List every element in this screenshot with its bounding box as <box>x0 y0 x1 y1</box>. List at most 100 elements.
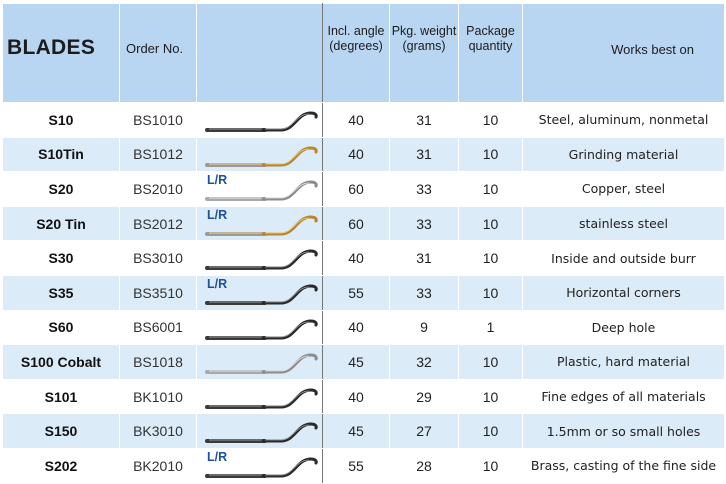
deburring-blade-icon <box>205 388 318 409</box>
image-header <box>196 3 323 103</box>
package-quantity: 10 <box>458 378 523 415</box>
blade-image-cell: L/R <box>196 447 323 484</box>
works-best-on: Fine edges of all materials <box>522 378 725 415</box>
order-number: BS1010 <box>119 102 197 138</box>
works-best-on: Steel, aluminum, nonmetal <box>522 102 725 138</box>
blade-image-cell <box>196 136 323 173</box>
package-quantity: 10 <box>458 205 523 242</box>
included-angle: 40 <box>322 240 390 276</box>
blade-image-cell <box>196 102 323 138</box>
table-row: S10Tin BS1012 40 31 10 Grinding material <box>2 136 725 173</box>
package-quantity: 10 <box>458 240 523 276</box>
blade-name: S30 <box>2 240 120 276</box>
included-angle: 55 <box>322 447 390 484</box>
included-angle: 45 <box>322 344 390 380</box>
angle-header-line1: Incl. angle <box>327 24 385 38</box>
package-quantity: 1 <box>458 309 523 346</box>
included-angle: 60 <box>322 171 390 207</box>
package-quantity: 10 <box>458 171 523 207</box>
table-row: S202 BK2010 L/R 55 28 10 Brass, casting of the… <box>2 447 725 484</box>
package-quantity: 10 <box>458 274 523 311</box>
included-angle: 40 <box>322 378 390 415</box>
blade-name: S10Tin <box>2 136 120 173</box>
blade-image-cell <box>196 344 323 380</box>
package-quantity: 10 <box>458 102 523 138</box>
deburring-blade-icon <box>205 284 318 305</box>
package-weight: 29 <box>389 378 459 415</box>
package-weight: 28 <box>389 447 459 484</box>
deburring-blade-icon <box>205 215 318 236</box>
order-number: BS3510 <box>119 274 197 311</box>
blade-name: S202 <box>2 447 120 484</box>
blade-name: S101 <box>2 378 120 415</box>
package-weight: 31 <box>389 102 459 138</box>
weight-header: Pkg. weight (grams) <box>389 3 459 103</box>
weight-header-line2: (grams) <box>402 39 446 53</box>
package-quantity: 10 <box>458 447 523 484</box>
angle-header-line2: (degrees) <box>329 39 383 53</box>
works-best-on-header: Works best on <box>522 3 725 103</box>
package-weight: 9 <box>389 309 459 346</box>
order-number: BK2010 <box>119 447 197 484</box>
included-angle: 55 <box>322 274 390 311</box>
works-best-on: Brass, casting of the fine side <box>522 447 725 484</box>
quantity-header: Package quantity <box>458 3 523 103</box>
left-right-label: L/R <box>207 207 228 222</box>
blade-name: S100 Cobalt <box>2 344 120 380</box>
works-best-on: Deep hole <box>522 309 725 346</box>
package-quantity: 10 <box>458 344 523 380</box>
table-row: S20 BS2010 L/R 60 33 10 Copper, steel <box>2 171 725 207</box>
package-weight: 27 <box>389 413 459 449</box>
order-number: BS2012 <box>119 205 197 242</box>
included-angle: 40 <box>322 136 390 173</box>
order-no-header: Order No. <box>119 3 197 103</box>
left-right-label: L/R <box>207 276 228 291</box>
deburring-blade-icon <box>205 457 318 478</box>
deburring-blade-icon <box>205 146 318 167</box>
deburring-blade-icon <box>205 422 318 444</box>
blade-image-cell <box>196 309 323 346</box>
blade-image-cell: L/R <box>196 205 323 242</box>
package-weight: 31 <box>389 136 459 173</box>
order-number: BS3010 <box>119 240 197 276</box>
works-best-on: Plastic, hard material <box>522 344 725 380</box>
order-number: BK3010 <box>119 413 197 449</box>
package-weight: 33 <box>389 171 459 207</box>
table-row: S100 Cobalt BS1018 45 32 10 Plastic, hard mat… <box>2 344 725 380</box>
blades-table: BLADES Order No. Incl. angle (degrees) Pk… <box>2 3 725 484</box>
blade-image-cell: L/R <box>196 274 323 311</box>
works-best-on: 1.5mm or so small holes <box>522 413 725 449</box>
package-quantity: 10 <box>458 413 523 449</box>
table-row: S35 BS3510 L/R 55 33 10 Horizontal corners <box>2 274 725 311</box>
blade-image-cell: L/R <box>196 171 323 207</box>
table-row: S10 BS1010 40 31 10 Steel, aluminum, nonmetal <box>2 102 725 138</box>
works-best-on: Horizontal corners <box>522 274 725 311</box>
table-row: S101 BK1010 40 29 10 Fine edges of all materi… <box>2 378 725 415</box>
package-quantity: 10 <box>458 136 523 173</box>
table-row: S20 Tin BS2012 L/R 60 33 10 stainless steel <box>2 205 725 242</box>
order-number: BS1012 <box>119 136 197 173</box>
works-best-on: Inside and outside burr <box>522 240 725 276</box>
left-right-label: L/R <box>207 173 228 188</box>
deburring-blade-icon <box>205 180 318 202</box>
blade-name: S10 <box>2 102 120 138</box>
blade-name: S20 Tin <box>2 205 120 242</box>
package-weight: 32 <box>389 344 459 380</box>
blade-name: S35 <box>2 274 120 311</box>
works-best-on: stainless steel <box>522 205 725 242</box>
angle-header: Incl. angle (degrees) <box>322 3 390 103</box>
order-number: BS1018 <box>119 344 197 380</box>
order-number: BS6001 <box>119 309 197 346</box>
included-angle: 40 <box>322 309 390 346</box>
blade-name: S20 <box>2 171 120 207</box>
blade-image-cell <box>196 413 323 449</box>
order-number: BK1010 <box>119 378 197 415</box>
quantity-header-line1: Package <box>466 24 515 38</box>
quantity-header-line2: quantity <box>468 39 513 53</box>
works-best-on: Grinding material <box>522 136 725 173</box>
deburring-blade-icon <box>205 111 318 132</box>
blade-image-cell <box>196 240 323 276</box>
blade-image-cell <box>196 378 323 415</box>
included-angle: 45 <box>322 413 390 449</box>
table-row: S30 BS3010 40 31 10 Inside and outside burr <box>2 240 725 276</box>
